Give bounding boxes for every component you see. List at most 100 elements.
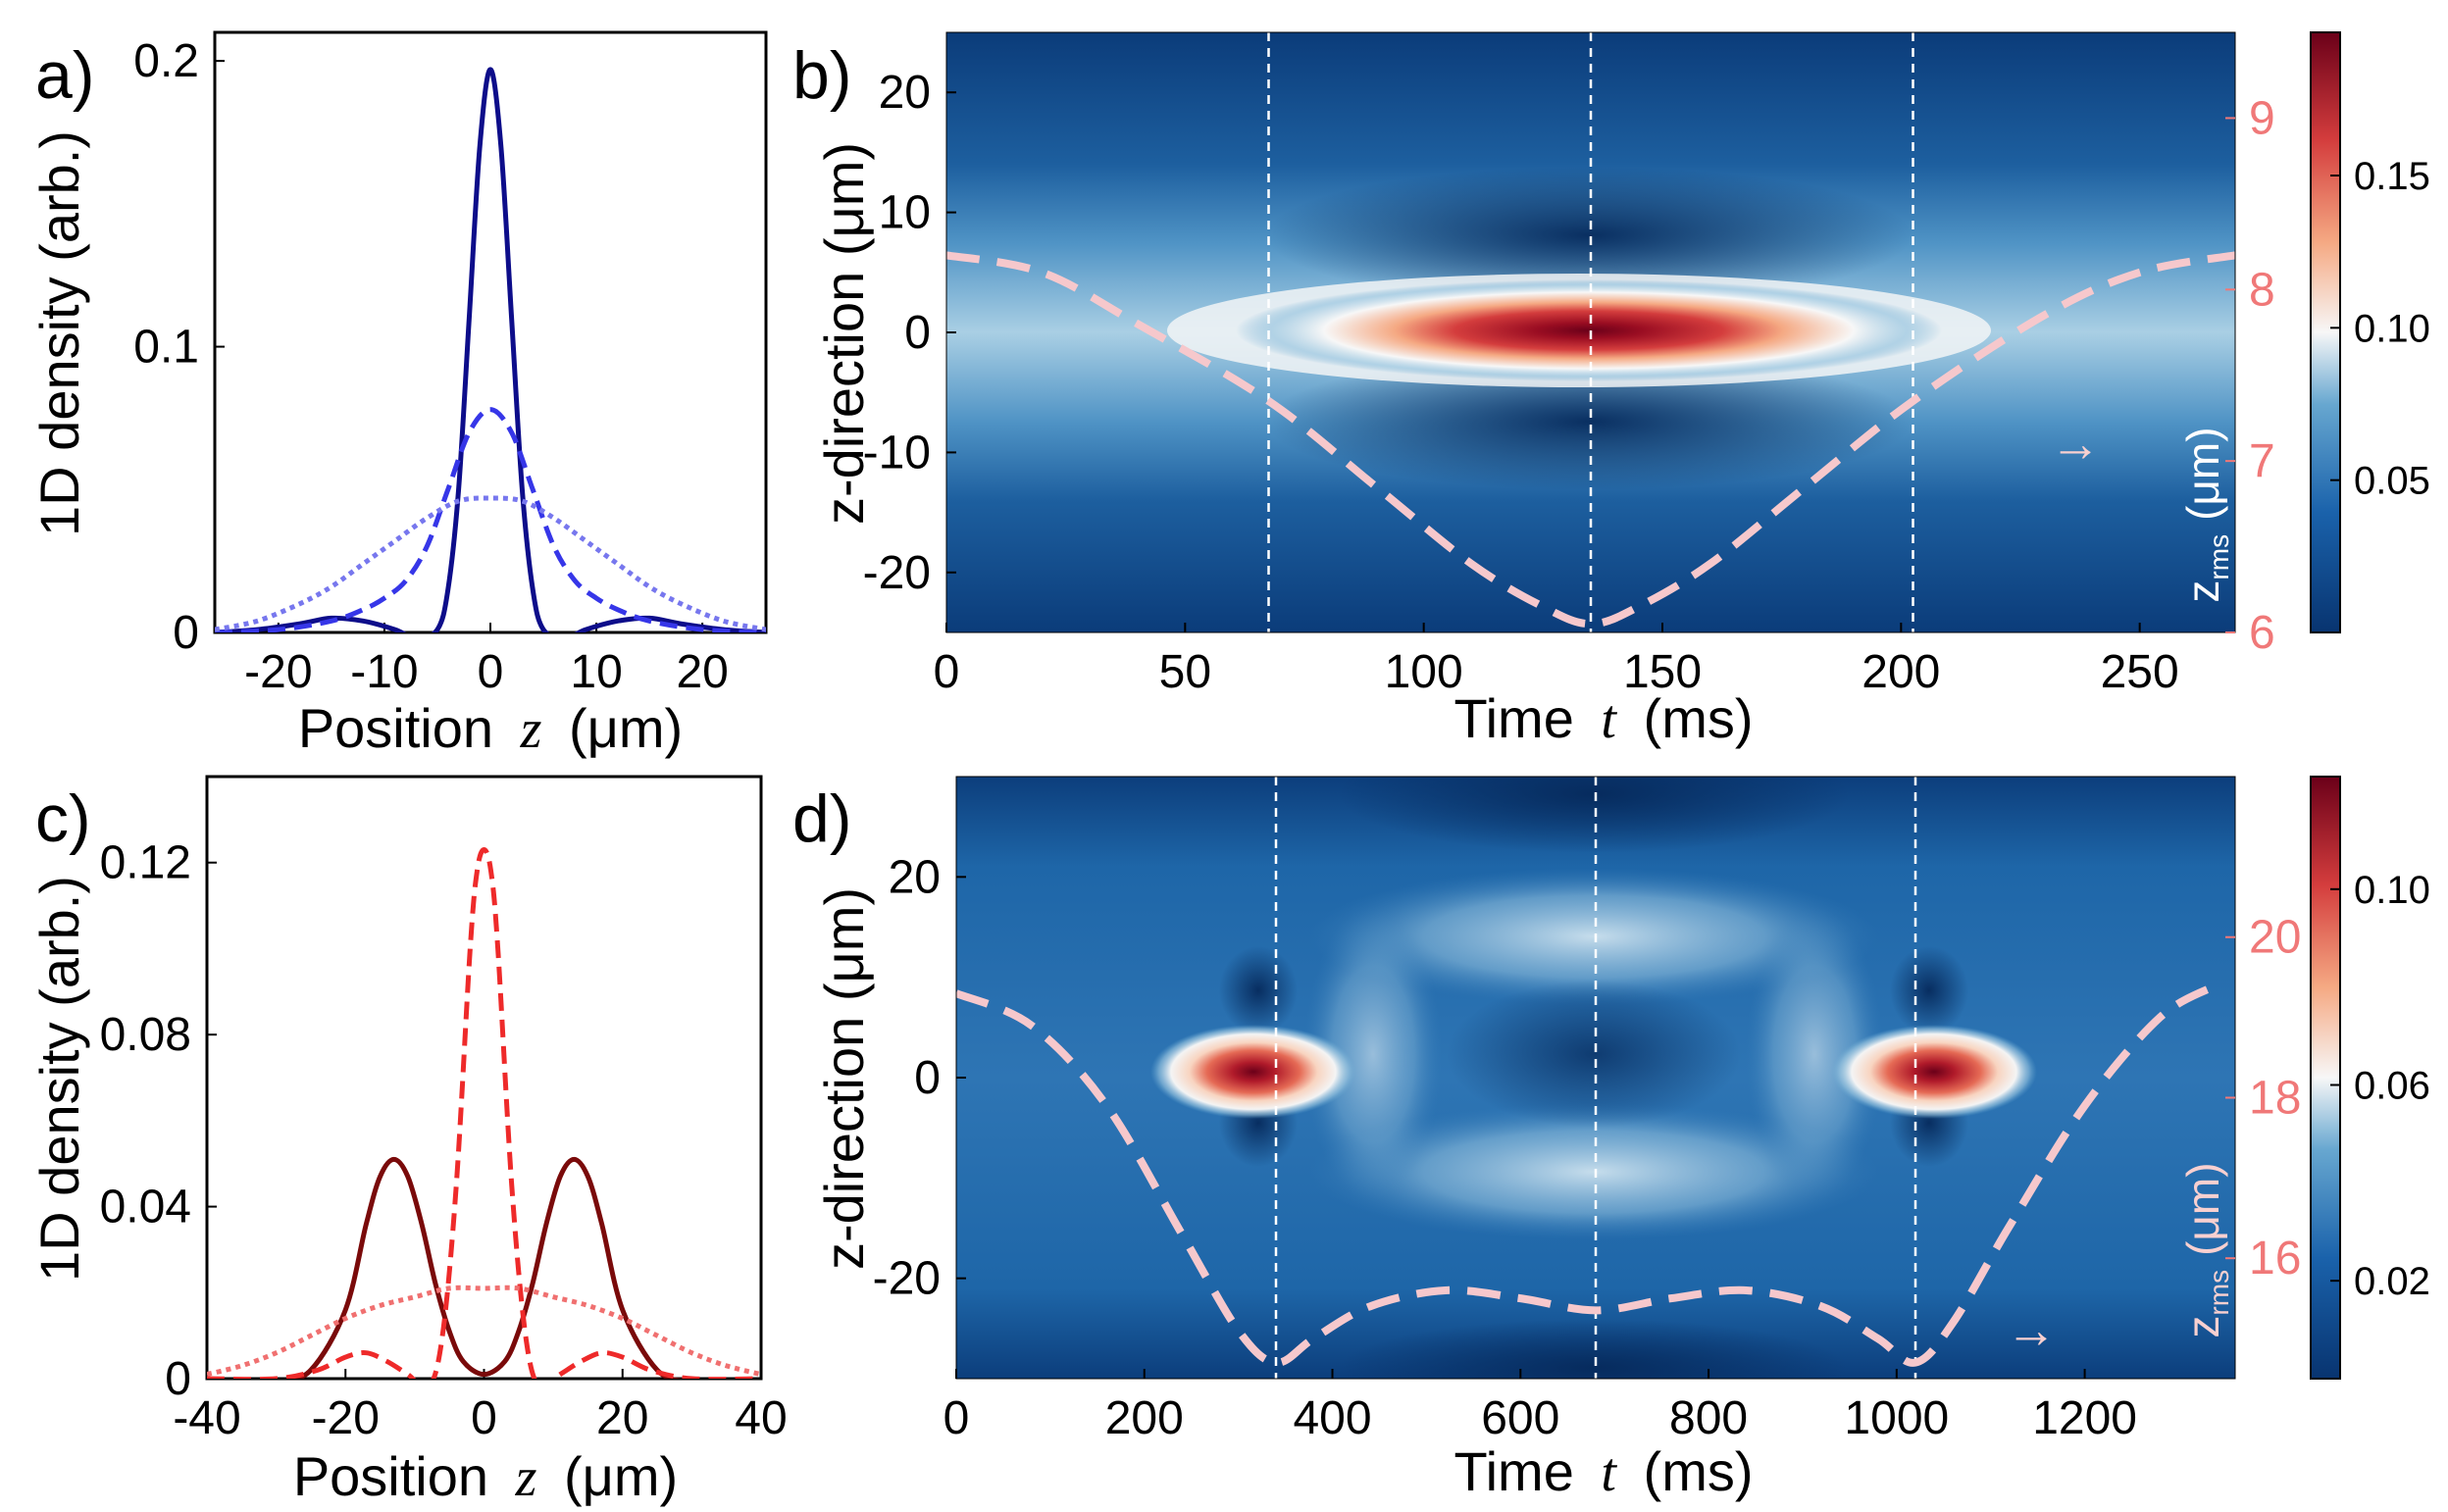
xtick-label: 0 bbox=[471, 1392, 497, 1444]
ticks-b: 0 50 100 150 200 250 -20 -10 0 10 20 6 7 8 9 bbox=[863, 67, 2275, 698]
panel-label-b: b) bbox=[792, 38, 851, 113]
heatmap-b-peak bbox=[1236, 279, 1942, 381]
xtick-label: 0 bbox=[944, 1392, 970, 1444]
right-tick-label: 20 bbox=[2249, 912, 2301, 964]
right-tick-label: 7 bbox=[2249, 435, 2275, 487]
ylabel-a: 1D density (arb.) bbox=[28, 130, 90, 536]
xtick-label: 200 bbox=[1862, 646, 1940, 698]
heatmap-d-dark-right-top bbox=[1890, 946, 1968, 1034]
xtick-label: 100 bbox=[1385, 646, 1463, 698]
ytick-label: 0 bbox=[904, 307, 931, 359]
xlabel-d-text: Time bbox=[1454, 1440, 1573, 1502]
zrms-label-b-unit: (μm) bbox=[2177, 427, 2228, 520]
xtick-label: 1200 bbox=[2032, 1392, 2137, 1444]
ylabel-b: z-direction (μm) bbox=[813, 142, 875, 525]
series-line-dashed bbox=[207, 847, 761, 1379]
xtick-label: 0 bbox=[478, 646, 504, 698]
xlabel-b-var: t bbox=[1601, 689, 1617, 750]
xlabel-c-text: Position bbox=[293, 1445, 488, 1507]
heatmap-d-peak-right bbox=[1831, 1025, 2037, 1119]
right-tick-label: 8 bbox=[2249, 264, 2275, 316]
colorbar-d: 0.02 0.06 0.10 bbox=[2310, 776, 2430, 1380]
xtick-label: -20 bbox=[312, 1392, 380, 1444]
heatmap-b-dark-top bbox=[1265, 167, 1912, 304]
ytick-label: 0.1 bbox=[133, 322, 199, 374]
xlabel-b-unit: (ms) bbox=[1644, 687, 1754, 749]
xtick-label: 20 bbox=[596, 1392, 648, 1444]
xtick-label: 200 bbox=[1105, 1392, 1184, 1444]
heatmap-d-ring-right bbox=[1746, 907, 1883, 1201]
ytick-label: -20 bbox=[873, 1253, 941, 1305]
ytick-label: 0.08 bbox=[100, 1009, 191, 1061]
ticks-d: 0 200 400 600 800 1000 1200 -20 0 20 16 18 20 bbox=[873, 851, 2302, 1444]
right-tick-label: 16 bbox=[2249, 1233, 2301, 1285]
colorbar-tick-label: 0.06 bbox=[2354, 1064, 2430, 1107]
heatmap-d-dark-bottom bbox=[1339, 1319, 1849, 1379]
xlabel-b: Time t (ms) bbox=[1454, 687, 1753, 750]
heatmap-b bbox=[946, 32, 2235, 632]
colorbar-tick-label: 0.15 bbox=[2354, 155, 2430, 198]
plot-frame-c bbox=[205, 775, 763, 1381]
overlay-b bbox=[946, 32, 2235, 632]
heatmap-d-ring-top bbox=[1309, 868, 1878, 1005]
xlabel-c: Position z (μm) bbox=[293, 1445, 678, 1508]
zrms-label-d-unit: (μm) bbox=[2177, 1162, 2228, 1255]
arrow-b: → bbox=[2050, 416, 2101, 473]
panel-d: d) 0 200 400 600 800 1000 1200 -20 0 20 16 18 20 z-d… bbox=[792, 776, 2430, 1503]
ytick-label: 0.12 bbox=[100, 837, 191, 889]
xlabel-d-var: t bbox=[1601, 1442, 1617, 1503]
panel-label-c: c) bbox=[35, 781, 91, 856]
ytick-label: 0 bbox=[914, 1052, 941, 1104]
xtick-label: 600 bbox=[1481, 1392, 1559, 1444]
series-line-dashed bbox=[215, 407, 766, 632]
arrow-d: → bbox=[2006, 1302, 2057, 1359]
heatmap-d-ring-left bbox=[1304, 907, 1442, 1201]
right-tick-label: 6 bbox=[2249, 607, 2275, 659]
colorbar-tick-label: 0.10 bbox=[2354, 869, 2430, 912]
series-line-dotted bbox=[207, 1285, 761, 1378]
overlay-d bbox=[956, 777, 2218, 1379]
xtick-label: 0 bbox=[934, 646, 960, 698]
right-tick-label: 18 bbox=[2249, 1072, 2301, 1124]
ylabel-c: 1D density (arb.) bbox=[28, 876, 90, 1282]
xlabel-c-unit: (μm) bbox=[564, 1445, 678, 1507]
plot-frame-a bbox=[213, 30, 768, 634]
colorbar-tick-label: 0.05 bbox=[2354, 460, 2430, 503]
ytick-label: 10 bbox=[879, 187, 931, 239]
xtick-label: -40 bbox=[173, 1392, 240, 1444]
xlabel-d-unit: (ms) bbox=[1644, 1440, 1754, 1502]
zrms-label-b-sub: rms bbox=[2204, 534, 2234, 580]
panel-c: c) -40 -20 0 20 40 0 0.04 0.08 0.12 1D density (… bbox=[28, 775, 788, 1508]
ylabel-d: z-direction (μm) bbox=[813, 887, 875, 1270]
xtick-label: 250 bbox=[2101, 646, 2179, 698]
xlabel-a-var: z bbox=[520, 699, 542, 760]
series-a bbox=[215, 67, 766, 632]
right-tick-label: 9 bbox=[2249, 92, 2275, 144]
xtick-label: -10 bbox=[350, 646, 418, 698]
panel-label-a: a) bbox=[35, 38, 94, 113]
ytick-label: 0.04 bbox=[100, 1182, 191, 1234]
heatmap-d bbox=[956, 777, 2235, 1379]
ytick-label: -20 bbox=[863, 547, 931, 599]
zrms-label-d-z: z bbox=[2177, 1316, 2228, 1338]
xlabel-a-text: Position bbox=[298, 697, 493, 759]
heatmap-d-center-dark bbox=[1447, 981, 1741, 1128]
zrms-label-d: zrms (μm) bbox=[2177, 1162, 2234, 1337]
series-line-solid bbox=[284, 1156, 684, 1379]
ytick-label: 20 bbox=[879, 67, 931, 119]
panel-b: b) 0 50 100 150 200 250 -20 -10 0 10 20 6 7 8 9 z-dire… bbox=[792, 31, 2430, 750]
series-line-dotted bbox=[215, 495, 766, 632]
xtick-label: 50 bbox=[1159, 646, 1211, 698]
ytick-label: 20 bbox=[889, 851, 941, 903]
zrms-label-b: zrms (μm) bbox=[2177, 427, 2234, 602]
zrms-label-b-z: z bbox=[2177, 580, 2228, 603]
colorbar-b-bar bbox=[2310, 31, 2341, 633]
ytick-label: -10 bbox=[863, 427, 931, 479]
series-line-solid bbox=[215, 67, 766, 632]
colorbar-tick-label: 0.10 bbox=[2354, 307, 2430, 350]
ticks-a: -20 -10 0 10 20 0 0.1 0.2 bbox=[133, 35, 729, 698]
xtick-label: 10 bbox=[570, 646, 622, 698]
xlabel-a: Position z (μm) bbox=[298, 697, 683, 760]
xtick-label: 40 bbox=[735, 1392, 787, 1444]
